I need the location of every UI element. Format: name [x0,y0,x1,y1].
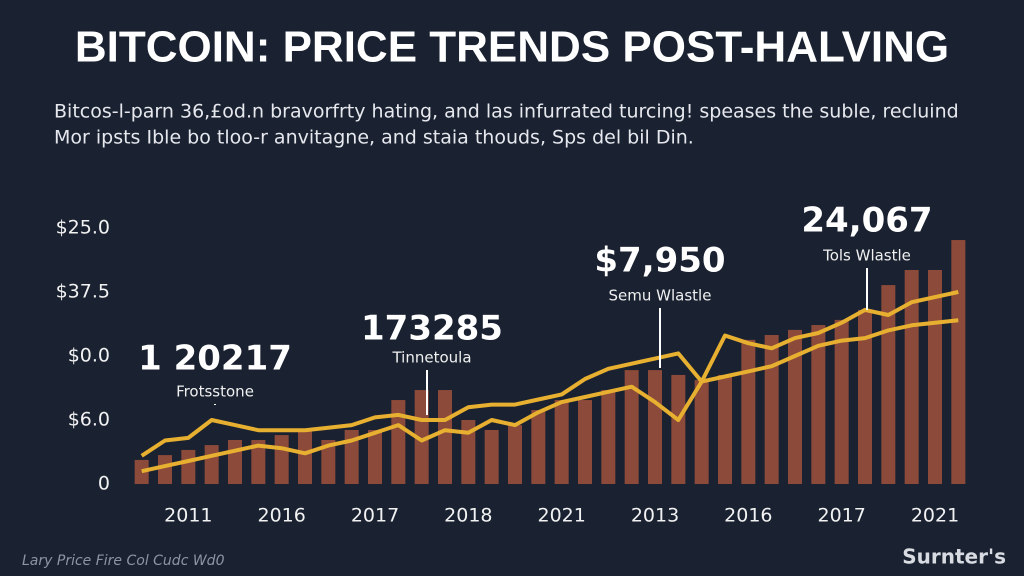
bar [531,410,546,484]
bar [928,269,942,484]
x-tick-label: 2017 [351,505,399,527]
bar [601,390,616,484]
line-series [140,290,959,458]
subtitle-line: Mor ipsts Ible bo tloo-r anvitagne, and … [54,127,694,149]
x-tick-label: 2017 [817,505,865,527]
annotation-value: 173285 [361,309,503,349]
x-tick-label: 2011 [164,505,212,527]
bar [344,429,359,484]
x-tick-label: 2016 [724,505,772,527]
bar [694,380,709,484]
annotation-value: $7,950 [594,241,725,281]
bar [741,339,756,484]
chart-title: BITCOIN: PRICE TRENDS POST-HALVING [75,23,949,72]
x-tick-label: 2013 [631,505,679,527]
bar [951,240,966,484]
y-tick-label: $0.0 [68,345,110,367]
x-tick-label: 2018 [444,505,492,527]
bar [578,400,592,484]
bar [788,329,802,484]
annotation-value: 1 20217 [138,339,292,379]
line-series [141,318,959,474]
x-tick-label: 2021 [911,505,959,527]
bar [484,429,499,484]
annotation-label: Tinnetoula [391,349,471,367]
subtitle-line: Bitcos-l-parn 36,£od.n bravorfrty hating… [54,101,959,123]
annotation-value: 24,067 [801,201,932,241]
bar [624,370,639,484]
bar [391,400,406,484]
bar [718,374,732,484]
annotation-label: Frotsstone [176,383,254,401]
bar [858,309,872,484]
bar [554,400,569,484]
bar [811,325,826,484]
bar [298,429,312,484]
annotation-label: Tols Wlastle [822,247,911,265]
y-tick-label: $37.5 [56,281,110,303]
bar [834,319,849,484]
bar [881,285,896,484]
bar [158,455,172,484]
y-tick-label: $6.0 [68,409,110,431]
y-tick-label: 0 [98,473,110,495]
bar [228,439,242,484]
bar [274,435,289,484]
bar [368,429,382,484]
bar [764,335,779,484]
bar [181,449,196,484]
bar [648,370,662,484]
bar [438,390,452,484]
bar [321,439,336,484]
bar [204,445,219,484]
x-tick-label: 2016 [257,505,305,527]
footnote: Lary Price Fire Col Cudc Wd0 [22,553,225,569]
y-tick-label: $25.0 [56,217,110,239]
bar [134,459,149,484]
bar [461,420,476,484]
bar [251,439,266,484]
bar [414,390,429,484]
brand: Surnter's [902,545,1006,569]
x-tick-label: 2021 [537,505,585,527]
bar [508,425,522,484]
bar [671,374,686,484]
annotation-label: Semu Wlastle [609,287,712,305]
